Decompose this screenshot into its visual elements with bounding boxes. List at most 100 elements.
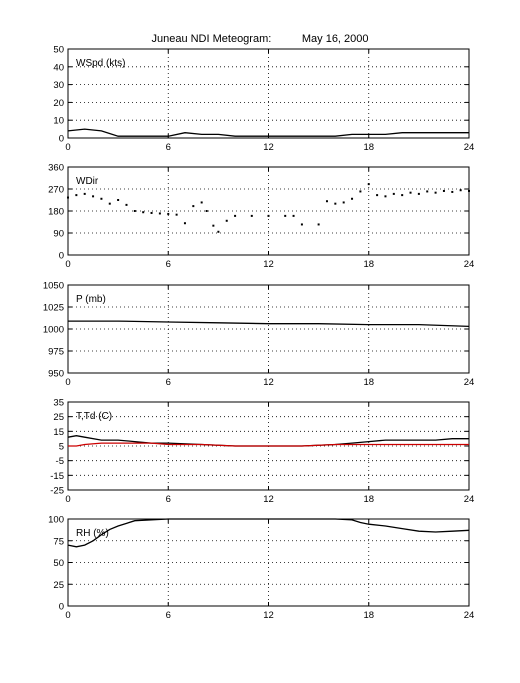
x-tick-label: 12 <box>263 377 274 388</box>
x-tick-label: 18 <box>363 377 374 388</box>
data-point <box>192 205 195 208</box>
x-tick-label: 18 <box>363 142 374 153</box>
data-point <box>67 196 69 199</box>
y-tick-label: 50 <box>53 45 64 56</box>
panel-5: 0 6 12 18 24 0 25 50 75 100 RH (%) <box>48 515 474 622</box>
data-point <box>417 192 420 195</box>
data-point <box>125 203 128 206</box>
panel-2: 0 6 12 18 24 0 90 180 270 360 WDir <box>48 163 474 271</box>
data-point <box>225 219 228 222</box>
data-point <box>92 195 95 198</box>
panel-1: 0 6 12 18 24 0 10 20 30 40 50 WSpd (kts) <box>53 45 474 154</box>
y-tick-label: 100 <box>48 515 64 526</box>
panel-4: 0 6 12 18 24 -25 -15 -5 5 15 25 35 T,Td (C) <box>50 398 474 506</box>
x-tick-label: 18 <box>363 610 374 621</box>
data-point <box>183 222 186 225</box>
data-point <box>234 214 237 217</box>
x-tick-label: 6 <box>166 142 171 153</box>
panel-label: WDir <box>76 176 99 187</box>
x-tick-label: 18 <box>363 494 374 505</box>
y-tick-label: 270 <box>48 185 64 196</box>
data-point <box>434 191 437 194</box>
x-tick-label: 0 <box>65 610 70 621</box>
y-tick-label: -15 <box>50 471 64 482</box>
y-tick-label: 0 <box>59 134 64 145</box>
data-point <box>468 189 470 192</box>
data-point <box>359 190 362 193</box>
x-tick-label: 24 <box>464 494 475 505</box>
x-tick-label: 0 <box>65 142 70 153</box>
data-point <box>459 189 462 192</box>
data-point <box>83 192 86 195</box>
data-point <box>442 189 445 192</box>
series-line-2 <box>68 442 469 447</box>
x-tick-label: 12 <box>263 494 274 505</box>
data-point <box>205 210 208 212</box>
data-point <box>284 214 287 217</box>
data-point <box>108 202 111 205</box>
x-tick-label: 6 <box>166 610 171 621</box>
x-tick-label: 18 <box>363 259 374 270</box>
data-point <box>367 183 370 186</box>
data-point <box>342 201 345 204</box>
data-point <box>212 224 215 227</box>
x-tick-label: 24 <box>464 259 475 270</box>
data-point <box>392 192 395 195</box>
series-line-1 <box>67 128 469 137</box>
y-tick-label: 40 <box>53 62 64 73</box>
y-tick-label: 1050 <box>43 281 64 292</box>
y-tick-label: 1025 <box>43 303 64 314</box>
data-point <box>217 230 220 233</box>
data-point <box>167 212 170 215</box>
data-point <box>100 197 103 200</box>
y-tick-label: 950 <box>48 369 64 380</box>
panel-label: T,Td (C) <box>76 411 112 422</box>
y-tick-label: 20 <box>53 98 64 109</box>
y-tick-label: 75 <box>53 536 64 547</box>
figure-title: Juneau NDI Meteogram: May 16, 2000 <box>151 33 369 45</box>
y-tick-label: -25 <box>50 486 64 497</box>
data-point <box>250 214 253 217</box>
data-point <box>175 213 178 216</box>
series-line-1 <box>67 518 470 548</box>
data-point <box>200 201 203 204</box>
y-tick-label: 35 <box>53 398 64 409</box>
data-point <box>325 200 328 203</box>
series-line-1 <box>68 320 470 328</box>
panel-3: 0 6 12 18 24 950 975 1000 1025 1050 P (mb) <box>43 281 474 389</box>
data-point <box>75 194 78 197</box>
y-tick-label: 25 <box>53 412 64 423</box>
data-point <box>292 214 295 217</box>
data-point <box>133 210 136 212</box>
x-tick-label: 24 <box>464 377 475 388</box>
x-tick-label: 0 <box>65 259 70 270</box>
y-tick-label: -5 <box>56 456 64 467</box>
y-tick-label: 30 <box>53 80 64 91</box>
y-tick-label: 975 <box>48 347 64 358</box>
panel-label: P (mb) <box>76 294 106 305</box>
y-tick-label: 360 <box>48 163 64 174</box>
y-tick-label: 0 <box>59 602 64 613</box>
data-point <box>150 211 153 214</box>
panel-label: WSpd (kts) <box>76 58 125 69</box>
x-tick-label: 6 <box>166 494 171 505</box>
data-point <box>409 191 412 194</box>
y-tick-label: 180 <box>48 207 64 218</box>
x-tick-label: 0 <box>65 494 70 505</box>
data-point <box>401 194 404 197</box>
x-tick-label: 0 <box>65 377 70 388</box>
y-tick-label: 10 <box>53 116 64 127</box>
data-point <box>317 223 320 226</box>
data-point <box>158 212 161 215</box>
data-point <box>142 211 145 214</box>
data-point <box>117 199 120 201</box>
data-point <box>334 202 337 205</box>
y-tick-label: 15 <box>53 427 64 438</box>
data-point <box>351 197 354 200</box>
x-tick-label: 24 <box>464 610 475 621</box>
y-tick-label: 25 <box>53 580 64 591</box>
x-tick-label: 6 <box>166 259 171 270</box>
x-tick-label: 12 <box>263 142 274 153</box>
y-tick-label: 5 <box>59 442 64 453</box>
